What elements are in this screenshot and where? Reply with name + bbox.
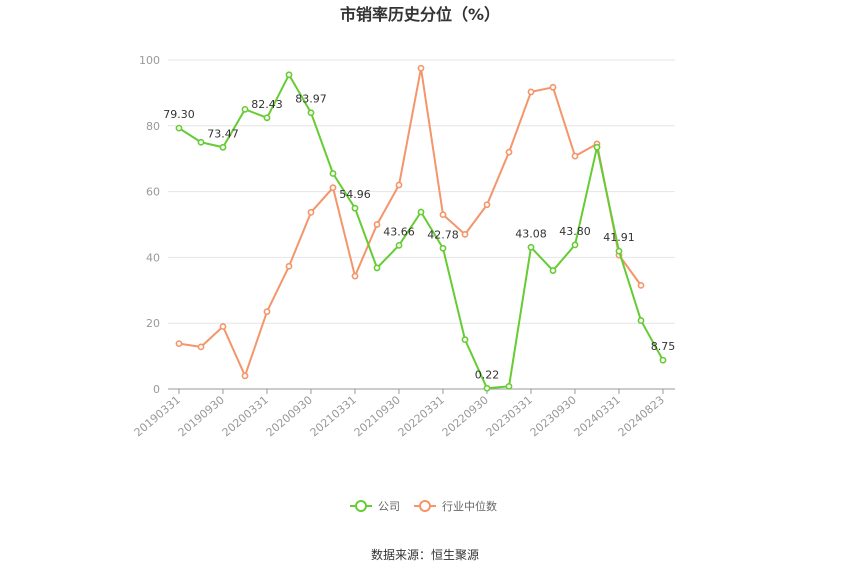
x-tick-label: 20190930 — [176, 393, 227, 439]
y-tick-label: 60 — [146, 186, 160, 199]
data-point — [461, 230, 469, 238]
series-line — [178, 67, 642, 377]
legend-label-company: 公司 — [378, 500, 400, 513]
data-point — [571, 241, 579, 249]
data-point — [395, 181, 403, 189]
data-point — [351, 204, 359, 212]
data-point — [571, 152, 579, 160]
y-tick-label: 20 — [146, 317, 160, 330]
x-tick-label: 20200331 — [220, 393, 271, 439]
data-label: 41.91 — [603, 231, 635, 244]
source-label: 数据来源：恒生聚源 — [371, 547, 479, 562]
data-point — [527, 243, 535, 251]
data-point — [241, 372, 249, 380]
data-point — [329, 170, 337, 177]
data-point — [285, 262, 293, 270]
x-tick-label: 20230331 — [484, 393, 535, 439]
data-label: 43.66 — [383, 225, 415, 238]
data-label: 79.30 — [163, 108, 195, 121]
y-tick-label: 80 — [146, 120, 160, 133]
data-point — [373, 221, 381, 228]
data-point — [417, 64, 425, 72]
data-label: 54.96 — [339, 188, 371, 201]
data-point — [373, 264, 381, 272]
data-point — [351, 272, 359, 280]
data-point — [395, 241, 403, 249]
data-point — [615, 247, 623, 255]
data-point — [527, 88, 535, 96]
axis-layer: 0 20 40 60 80 100 2019033120190930202003312020… — [132, 54, 675, 439]
data-point — [549, 267, 557, 274]
data-point — [549, 83, 557, 91]
data-point — [417, 208, 425, 216]
x-tick-label: 20210930 — [352, 393, 403, 439]
data-point — [219, 143, 227, 151]
data-point — [505, 382, 513, 390]
legend-marker-company — [355, 500, 367, 512]
y-tick-label: 0 — [153, 383, 160, 396]
data-point — [197, 343, 205, 351]
data-point — [659, 356, 667, 364]
x-tick-label: 20220930 — [440, 393, 491, 439]
data-point — [175, 124, 183, 132]
data-point — [439, 211, 447, 219]
series-layer — [175, 64, 667, 392]
data-label: 82.43 — [251, 98, 283, 111]
x-tick-label: 20200930 — [264, 393, 315, 439]
x-tick-label: 20240823 — [616, 393, 667, 439]
series-industry-median — [175, 64, 645, 380]
data-point — [329, 184, 337, 192]
data-label-layer: 79.30 73.47 82.43 83.97 54.96 43.66 42.78 0.22 4… — [163, 93, 675, 382]
legend: 公司 行业中位数 — [350, 499, 497, 513]
data-point — [593, 143, 601, 151]
data-point — [483, 201, 491, 209]
data-point — [461, 336, 469, 344]
data-point — [637, 317, 645, 324]
data-point — [263, 114, 271, 122]
data-label: 83.97 — [295, 93, 327, 106]
data-label: 8.75 — [651, 340, 676, 353]
legend-label-industry: 行业中位数 — [442, 499, 497, 513]
y-tick-label: 40 — [146, 251, 160, 264]
data-point — [263, 308, 271, 316]
data-point — [197, 138, 205, 146]
data-point — [307, 109, 315, 117]
data-point — [637, 281, 645, 289]
data-point — [505, 148, 513, 156]
data-point — [219, 323, 227, 330]
legend-marker-industry — [419, 500, 431, 512]
y-tick-label: 100 — [139, 54, 160, 67]
series-company — [175, 71, 667, 392]
data-label: 0.22 — [475, 368, 500, 381]
data-point — [307, 208, 315, 216]
data-point — [241, 105, 249, 113]
data-label: 43.08 — [515, 227, 547, 240]
data-point — [483, 384, 491, 392]
chart-title: 市销率历史分位（%） — [340, 5, 500, 24]
data-label: 73.47 — [207, 127, 239, 140]
x-tick-label: 20230930 — [528, 393, 579, 439]
x-tick-label: 20220331 — [396, 393, 447, 439]
data-label: 42.78 — [427, 228, 459, 241]
x-tick-label: 20190331 — [132, 393, 183, 439]
data-label: 43.80 — [559, 225, 591, 238]
data-point — [439, 244, 447, 252]
data-point — [175, 340, 183, 347]
grid-layer — [168, 59, 675, 324]
x-tick-label: 20210331 — [308, 393, 359, 439]
x-tick-label: 20240331 — [572, 393, 623, 439]
data-point — [285, 71, 293, 79]
